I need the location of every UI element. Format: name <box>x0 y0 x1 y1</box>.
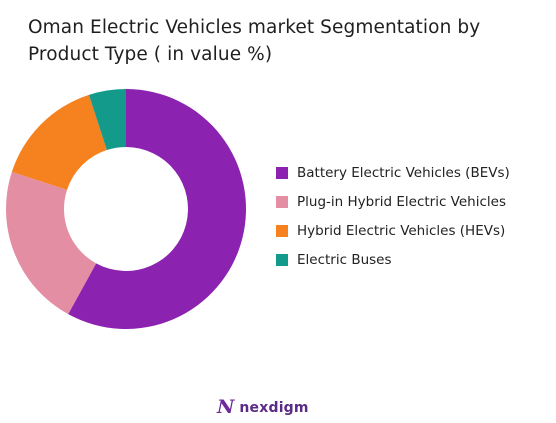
legend-swatch <box>276 224 288 237</box>
legend-item: Hybrid Electric Vehicles (HEVs) <box>276 216 510 245</box>
legend-label: Hybrid Electric Vehicles (HEVs) <box>297 222 506 239</box>
nexdigm-logo-icon: N <box>217 396 235 418</box>
legend-label: Plug-in Hybrid Electric Vehicles <box>297 193 506 210</box>
legend-swatch <box>276 253 288 266</box>
donut-slice-3 <box>11 94 107 190</box>
chart-title: Oman Electric Vehicles market Segmentati… <box>28 17 481 65</box>
brand-logo: N nexdigm <box>217 398 309 417</box>
legend-item: Plug-in Hybrid Electric Vehicles <box>276 187 510 216</box>
donut-slice-1 <box>68 89 246 329</box>
legend-item: Electric Buses <box>276 245 510 274</box>
legend-item: Battery Electric Vehicles (BEVs) <box>276 158 510 187</box>
chart-legend: Battery Electric Vehicles (BEVs) Plug-in … <box>276 158 510 274</box>
legend-label: Battery Electric Vehicles (BEVs) <box>297 164 510 181</box>
brand-name: nexdigm <box>239 399 309 416</box>
donut-slice-2 <box>5 171 97 315</box>
legend-swatch <box>276 166 288 179</box>
legend-label: Electric Buses <box>297 251 392 268</box>
donut-slice-4 <box>88 89 126 151</box>
legend-swatch <box>276 195 288 208</box>
